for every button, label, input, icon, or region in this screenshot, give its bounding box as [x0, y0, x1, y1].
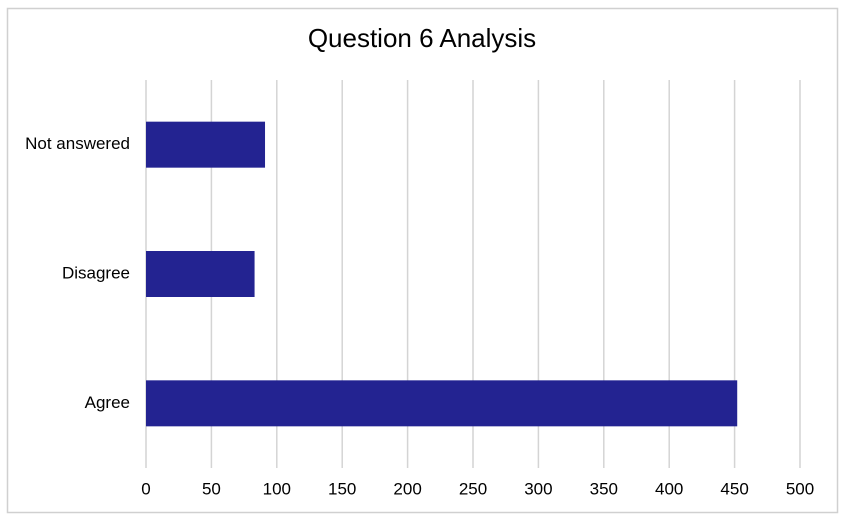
x-tick-label: 0: [141, 479, 150, 498]
x-tick-label: 250: [459, 479, 487, 498]
bar: [146, 121, 266, 168]
chart-border: [6, 7, 839, 514]
chart-title: Question 6 Analysis: [308, 23, 536, 53]
x-tick-label: 400: [655, 479, 683, 498]
x-tick-label: 200: [393, 479, 421, 498]
bar: [146, 380, 738, 427]
x-tick-label: 350: [590, 479, 618, 498]
x-tick-label: 500: [786, 479, 814, 498]
y-tick-label: Not answered: [25, 134, 130, 153]
y-tick-label: Disagree: [62, 263, 130, 282]
x-tick-label: 300: [524, 479, 552, 498]
y-tick-label: Agree: [85, 393, 130, 412]
bar: [146, 251, 255, 297]
x-tick-label: 100: [263, 479, 291, 498]
x-tick-label: 150: [328, 479, 356, 498]
x-tick-label: 450: [720, 479, 748, 498]
x-tick-label: 50: [202, 479, 221, 498]
